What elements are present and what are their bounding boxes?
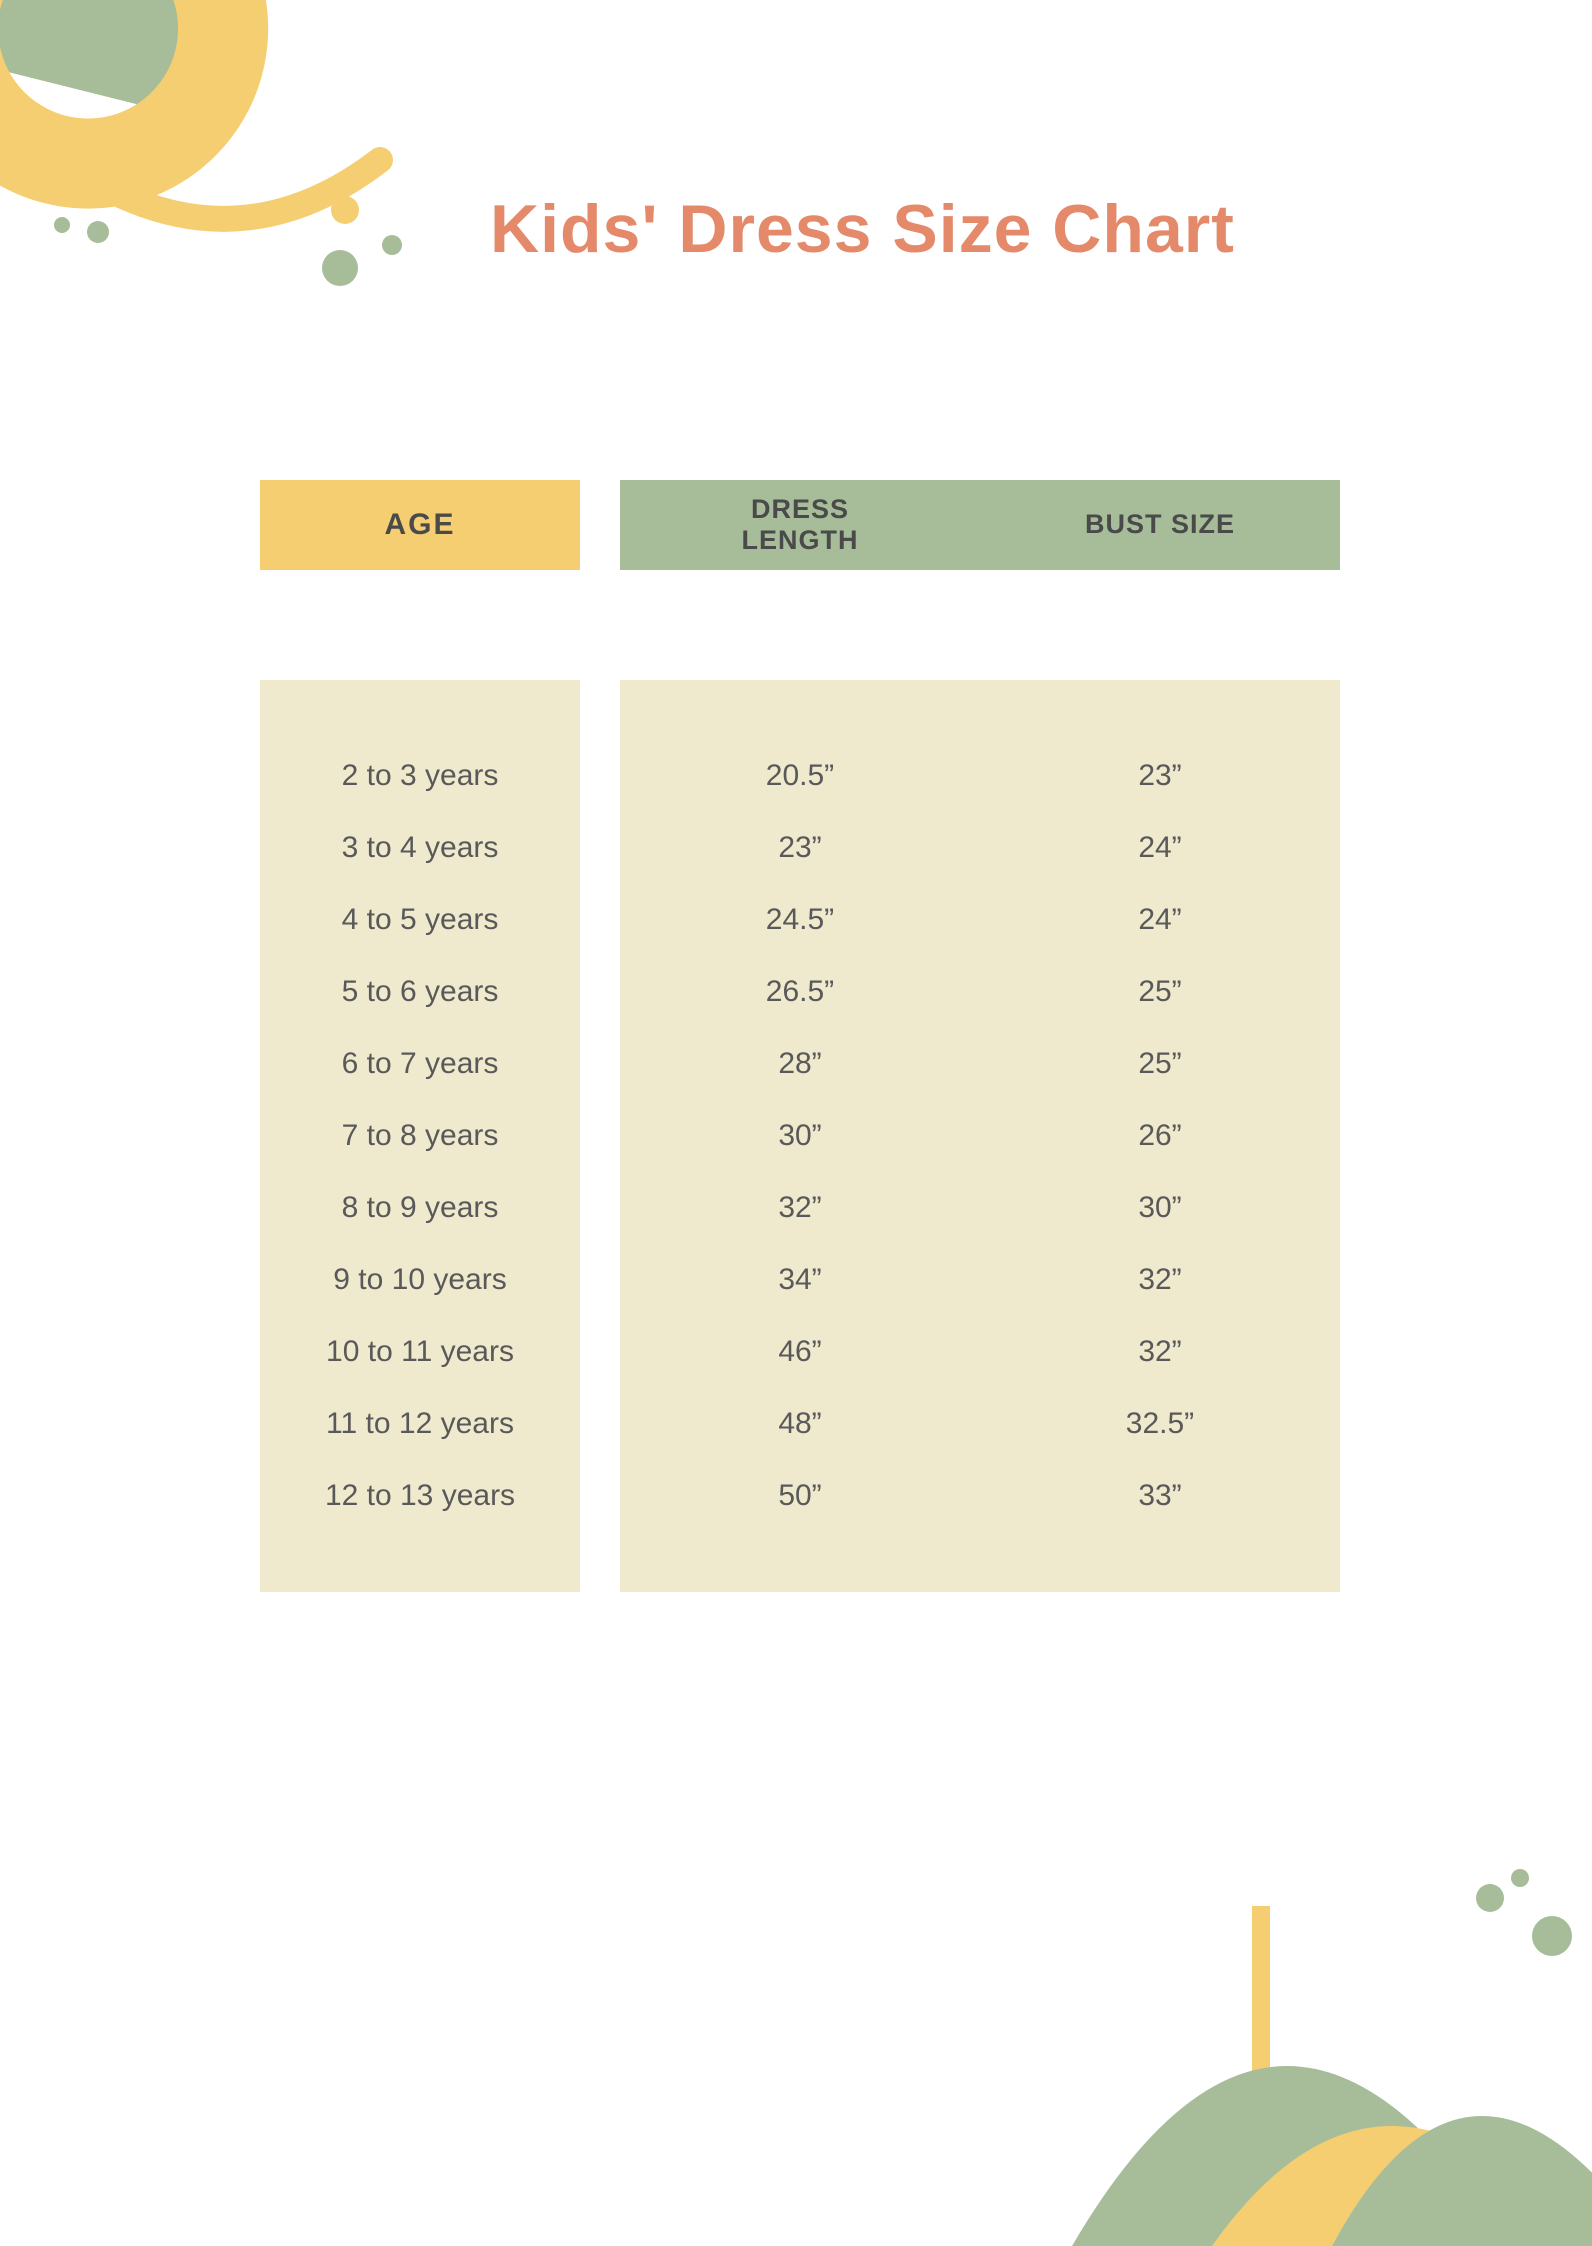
- table-cell: 46”: [778, 1316, 821, 1388]
- table-cell: 2 to 3 years: [342, 740, 499, 812]
- table-cell: 26.5”: [766, 956, 834, 1028]
- table-cell: 25”: [1138, 1028, 1181, 1100]
- measurements-body: 20.5” 23” 24.5” 26.5” 28” 30” 32” 34” 46…: [620, 680, 1340, 1592]
- table-cell: 48”: [778, 1388, 821, 1460]
- table-cell: 50”: [778, 1460, 821, 1532]
- table-header-row: AGE DRESSLENGTH BUST SIZE: [260, 480, 1340, 570]
- table-cell: 28”: [778, 1028, 821, 1100]
- table-cell: 8 to 9 years: [342, 1172, 499, 1244]
- table-cell: 9 to 10 years: [333, 1244, 506, 1316]
- table-cell: 24”: [1138, 884, 1181, 956]
- column-header-right-group: DRESSLENGTH BUST SIZE: [620, 480, 1340, 570]
- column-header-age: AGE: [260, 480, 580, 570]
- column-header-label: DRESSLENGTH: [742, 494, 859, 556]
- table-cell: 34”: [778, 1244, 821, 1316]
- column-header-dress-length: DRESSLENGTH: [620, 480, 980, 570]
- table-cell: 6 to 7 years: [342, 1028, 499, 1100]
- table-cell: 5 to 6 years: [342, 956, 499, 1028]
- table-cell: 20.5”: [766, 740, 834, 812]
- table-cell: 11 to 12 years: [326, 1388, 514, 1460]
- table-cell: 23”: [778, 812, 821, 884]
- table-cell: 24.5”: [766, 884, 834, 956]
- table-cell: 3 to 4 years: [342, 812, 499, 884]
- table-cell: 7 to 8 years: [342, 1100, 499, 1172]
- table-cell: 32”: [778, 1172, 821, 1244]
- table-cell: 4 to 5 years: [342, 884, 499, 956]
- table-cell: 23”: [1138, 740, 1181, 812]
- table-body: 2 to 3 years 3 to 4 years 4 to 5 years 5…: [260, 680, 1340, 1592]
- column-header-bust-size: BUST SIZE: [980, 480, 1340, 570]
- size-chart: AGE DRESSLENGTH BUST SIZE 2 to 3 years 3…: [260, 480, 1340, 1592]
- table-cell: 12 to 13 years: [325, 1460, 515, 1532]
- bust-size-column: 23” 24” 24” 25” 25” 26” 30” 32” 32” 32.5…: [980, 740, 1340, 1532]
- table-cell: 30”: [1138, 1172, 1181, 1244]
- table-cell: 32”: [1138, 1244, 1181, 1316]
- table-cell: 24”: [1138, 812, 1181, 884]
- decor-top-left: [0, 0, 520, 360]
- decor-bottom-right: [952, 1826, 1592, 2246]
- table-cell: 10 to 11 years: [326, 1316, 514, 1388]
- column-header-label: BUST SIZE: [1085, 509, 1235, 540]
- table-cell: 26”: [1138, 1100, 1181, 1172]
- age-column-body: 2 to 3 years 3 to 4 years 4 to 5 years 5…: [260, 680, 580, 1592]
- table-cell: 32”: [1138, 1316, 1181, 1388]
- table-cell: 30”: [778, 1100, 821, 1172]
- table-cell: 32.5”: [1126, 1388, 1194, 1460]
- dress-length-column: 20.5” 23” 24.5” 26.5” 28” 30” 32” 34” 46…: [620, 740, 980, 1532]
- table-cell: 33”: [1138, 1460, 1181, 1532]
- page-title: Kids' Dress Size Chart: [490, 190, 1235, 268]
- table-cell: 25”: [1138, 956, 1181, 1028]
